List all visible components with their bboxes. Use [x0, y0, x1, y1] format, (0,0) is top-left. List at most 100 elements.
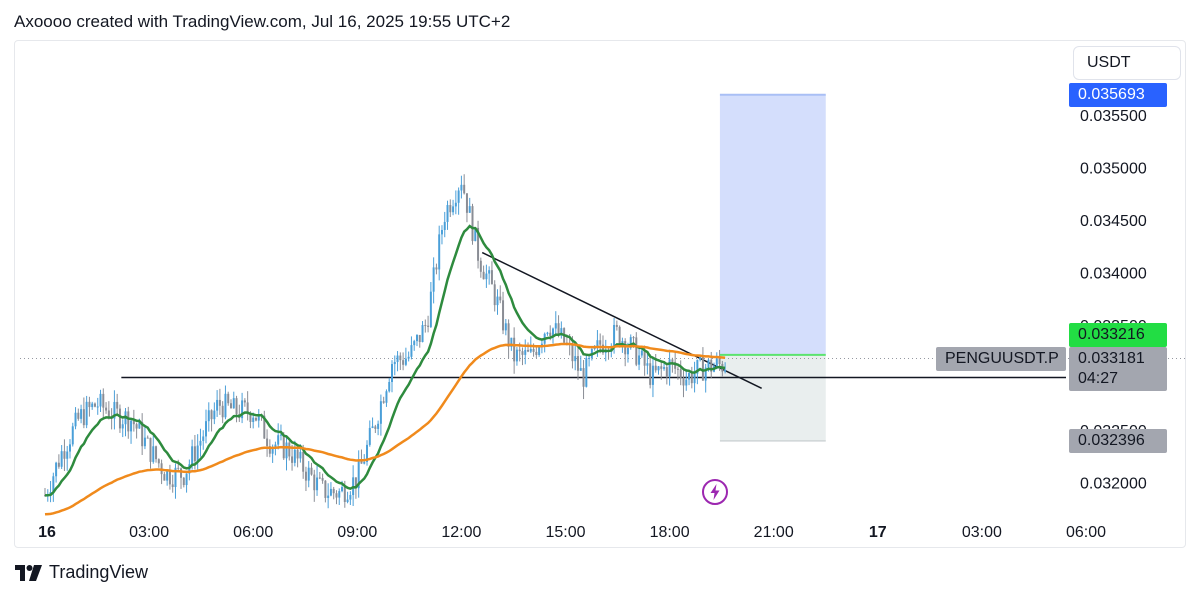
entry-price-tag: 0.033216: [1069, 323, 1167, 347]
x-tick-label: 06:00: [233, 524, 273, 541]
bar-countdown: 04:27: [1078, 370, 1119, 387]
candle-body: [274, 444, 277, 448]
symbol-label: PENGUUSDT.P: [936, 347, 1066, 371]
candle-body: [343, 487, 346, 503]
candle-body: [643, 350, 646, 366]
y-tick-label: 0.032000: [1080, 476, 1147, 493]
candle-body: [640, 350, 643, 356]
x-tick-label: 09:00: [337, 524, 377, 541]
candle-body: [463, 184, 466, 194]
candle-body: [571, 344, 574, 362]
candle-body: [665, 367, 668, 377]
stop-price-tag: 0.032396: [1069, 429, 1167, 453]
candle-body: [227, 393, 230, 404]
candle-body: [488, 270, 491, 274]
candle-body: [379, 401, 382, 424]
candle-body: [460, 184, 463, 191]
candle-body: [246, 402, 249, 414]
candle-body: [424, 325, 427, 327]
candle-body: [374, 426, 377, 429]
candle-body: [615, 324, 618, 327]
candle-body: [377, 423, 380, 429]
x-tick-label: 15:00: [545, 524, 585, 541]
candle-body: [177, 467, 180, 469]
x-tick-label: 03:00: [129, 524, 169, 541]
x-tick-label: 17: [869, 524, 887, 541]
candle-body: [671, 359, 674, 362]
candle-body: [546, 332, 549, 334]
candle-body: [163, 474, 166, 481]
candle-body: [446, 205, 449, 222]
candle-body: [660, 366, 663, 369]
candle-body: [449, 205, 452, 213]
candle-body: [535, 351, 538, 355]
candle-body: [413, 341, 416, 346]
candle-body: [296, 449, 299, 459]
candle-body: [82, 409, 85, 426]
candle-body: [624, 341, 627, 355]
candle-body: [668, 359, 671, 377]
candle-body: [196, 445, 199, 462]
chart-frame: [14, 40, 1186, 548]
candle-body: [490, 270, 493, 285]
candle-body: [232, 398, 235, 409]
candle-body: [254, 417, 257, 421]
candle-body: [432, 267, 435, 292]
position-zones: [719, 93, 826, 442]
candle-body: [318, 477, 321, 479]
candle-body: [529, 348, 532, 352]
candle-body: [663, 367, 666, 369]
candle-body: [524, 349, 527, 355]
candle-body: [91, 403, 94, 408]
candle-body: [224, 393, 227, 418]
slow-moving-average: [44, 342, 726, 516]
candle-body: [357, 461, 360, 489]
candle-body: [268, 446, 271, 454]
candle-body: [329, 488, 332, 496]
candle-body: [479, 260, 482, 272]
candle-body: [693, 373, 696, 384]
last-price-value: 0.033181: [1078, 350, 1145, 367]
candle-body: [682, 378, 685, 386]
candle-body: [107, 410, 110, 418]
candle-body: [493, 284, 496, 306]
candle-body: [143, 437, 146, 447]
candle-body: [182, 477, 185, 486]
candle-body: [199, 440, 202, 446]
candle-body: [241, 400, 244, 419]
candle-body: [635, 337, 638, 365]
candle-body: [80, 409, 83, 419]
time-axis-labels: 16 03:00 06:00 09:00 12:00 15:00 18:00 21:00 17 0…: [38, 524, 1106, 541]
tradingview-logo: TradingView: [15, 562, 148, 583]
currency-selector[interactable]: USDT: [1073, 46, 1181, 80]
candle-body: [402, 360, 405, 365]
candle-body: [335, 493, 338, 498]
candle-body: [538, 347, 541, 355]
candle-body: [613, 324, 616, 348]
candle-body: [582, 368, 585, 387]
candle-body: [157, 459, 160, 464]
target-price-tag: 0.035693: [1069, 83, 1167, 107]
y-tick-label: 0.034000: [1080, 266, 1147, 283]
candle-body: [279, 434, 282, 436]
candle-body: [554, 323, 557, 329]
candle-body: [116, 401, 119, 409]
x-tick-label: 12:00: [441, 524, 481, 541]
candle-body: [141, 422, 144, 447]
candle-body: [310, 467, 313, 475]
candle-body: [113, 401, 116, 419]
candle-body: [363, 461, 366, 464]
candle-body: [465, 193, 468, 213]
lightning-icon[interactable]: [701, 478, 729, 506]
candle-body: [415, 334, 418, 342]
candle-body: [68, 444, 71, 452]
candle-body: [696, 359, 699, 374]
candle-body: [191, 446, 194, 465]
candle-body: [85, 401, 88, 426]
candle-body: [685, 379, 688, 386]
candle-body: [132, 420, 135, 425]
candle-body: [313, 474, 316, 491]
candle-body: [502, 300, 505, 331]
candle-body: [155, 446, 158, 460]
